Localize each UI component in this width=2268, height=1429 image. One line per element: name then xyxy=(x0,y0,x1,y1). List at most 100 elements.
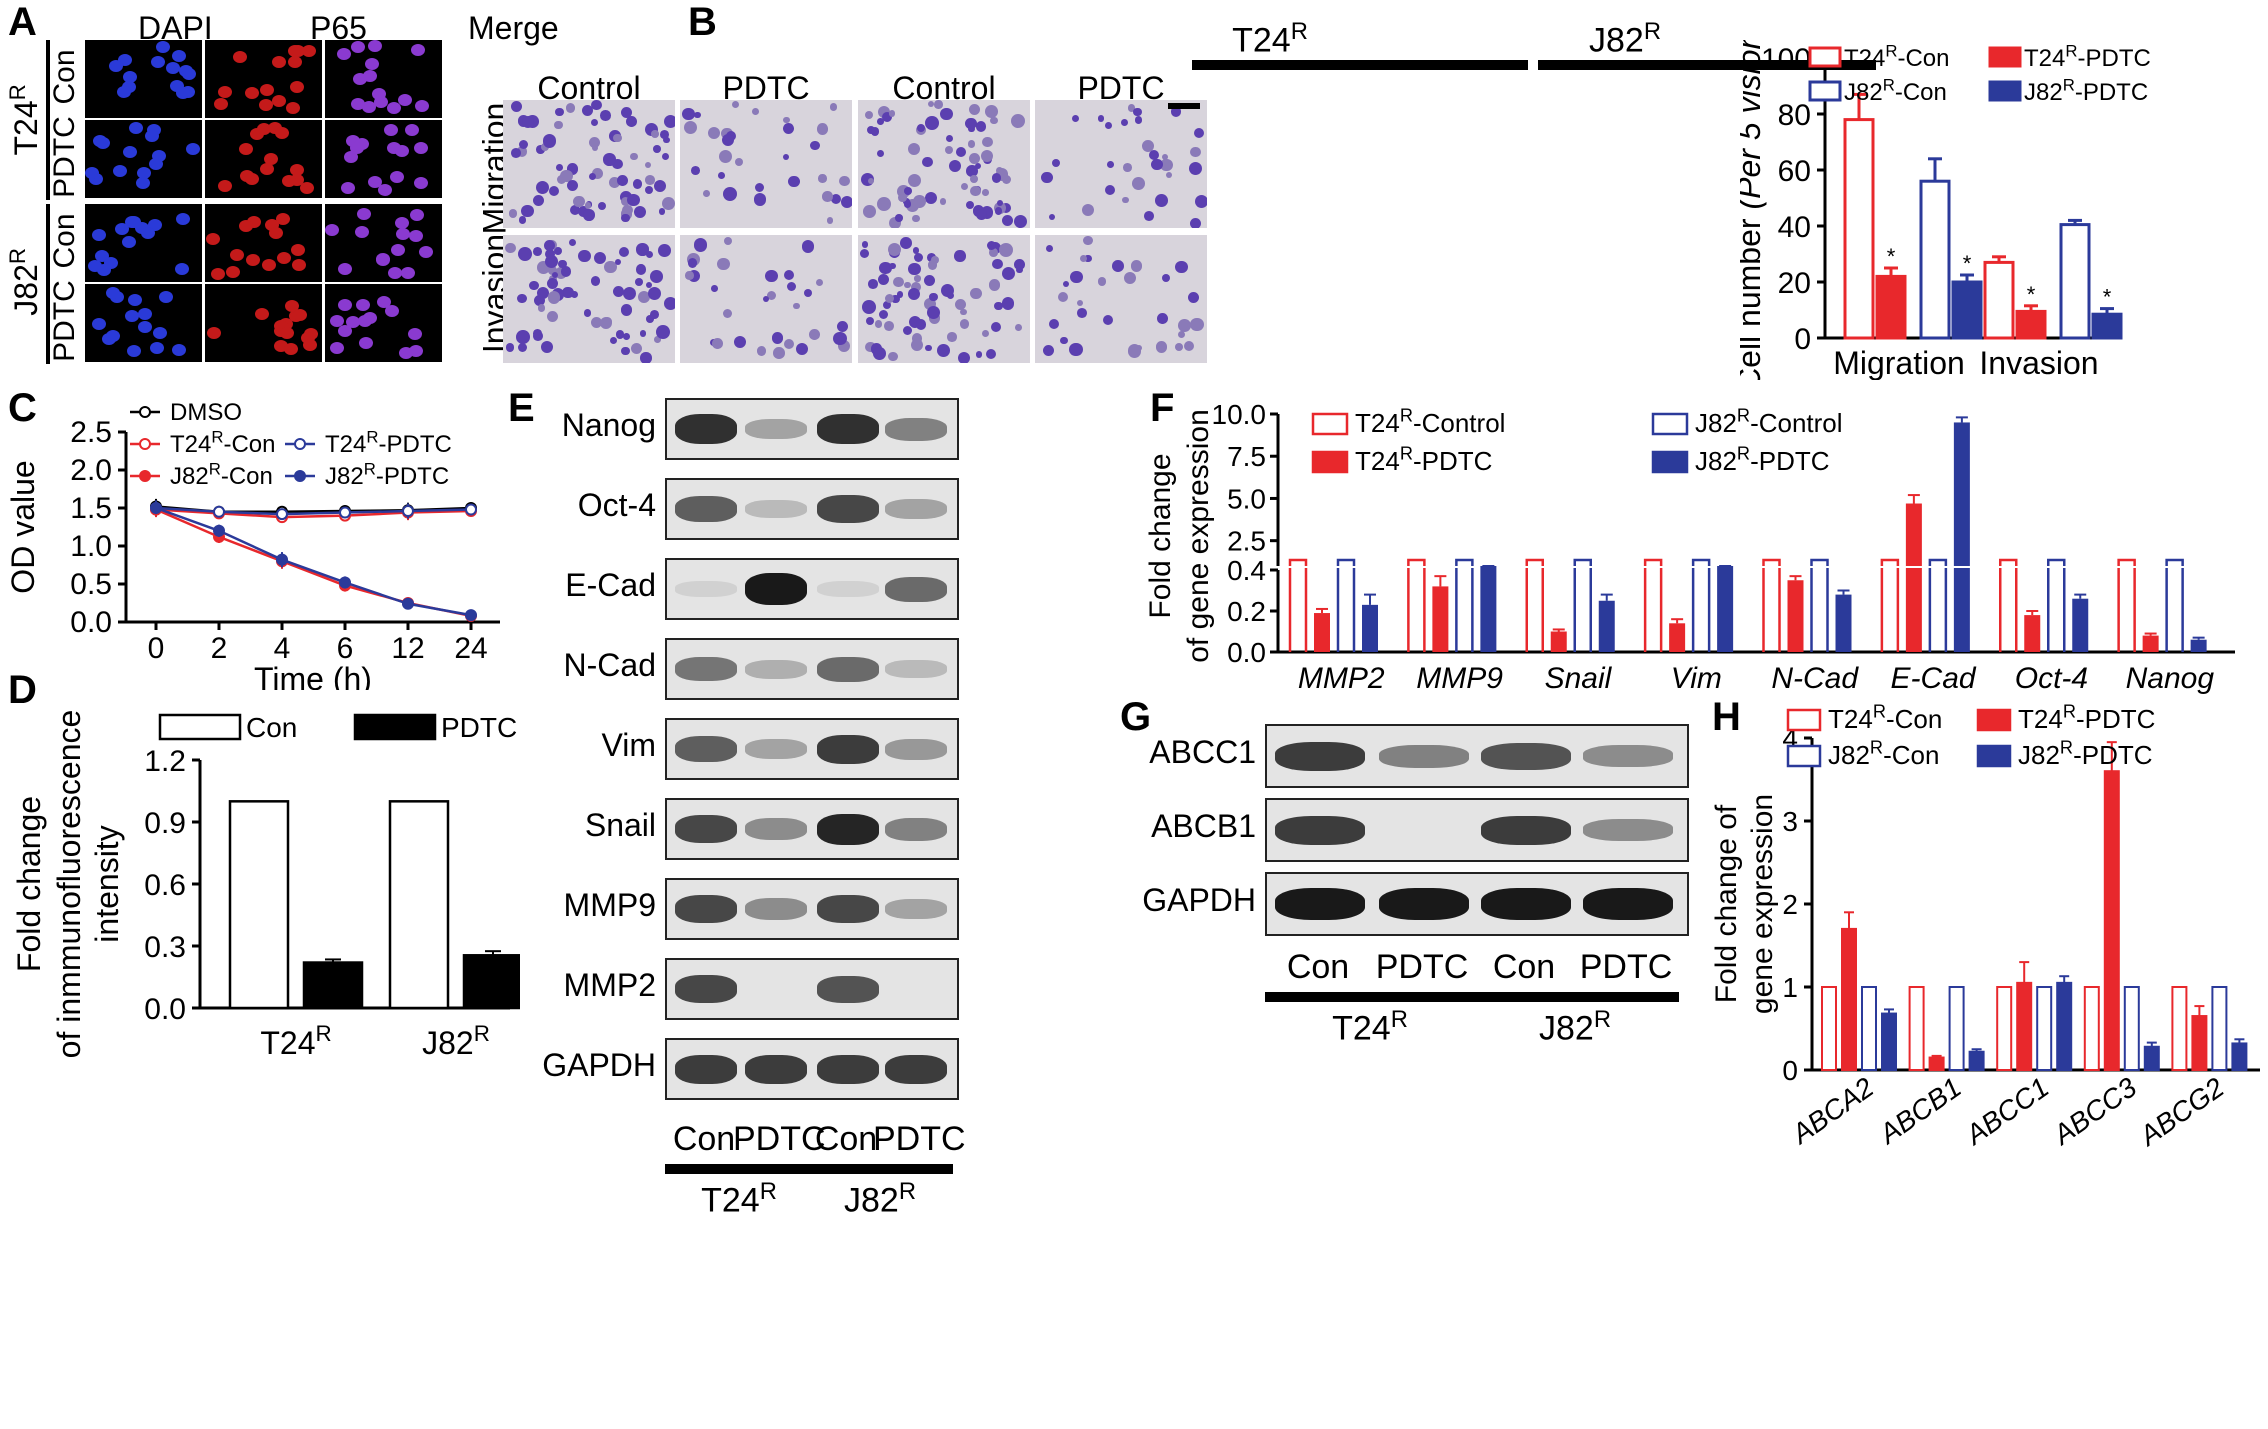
legend-label: T24R-PDTC xyxy=(2024,41,2151,72)
row-label-pdtc: PDTC xyxy=(48,280,81,362)
blot-label-n-cad: N-Cad xyxy=(563,647,656,683)
legend-swatch xyxy=(1786,744,1822,768)
blot-band xyxy=(817,656,879,682)
x-tick-label: 6 xyxy=(337,632,354,665)
blot-band xyxy=(675,975,737,1003)
group-bar xyxy=(1538,60,1876,70)
legend-label: J82R-PDTC xyxy=(1695,444,1830,476)
bar xyxy=(2083,986,2100,1071)
y-tick-label: 1.0 xyxy=(70,530,112,563)
bar xyxy=(2231,1042,2248,1072)
bar xyxy=(2056,981,2073,1072)
panel-e-western-blot: Nanog Oct-4 E-Cad N-Cad Vim Snail MMP9 MMP2 GAPD… xyxy=(520,396,1110,1416)
bar xyxy=(2015,309,2047,340)
lane-label-pdtc: PDTC xyxy=(1375,948,1469,986)
blot-band xyxy=(885,817,947,841)
bar xyxy=(1880,558,1900,566)
blot-band xyxy=(817,581,879,597)
lane-label-con: Con xyxy=(672,1120,736,1158)
data-point xyxy=(465,609,477,622)
data-point xyxy=(339,506,351,519)
bar xyxy=(388,800,450,1010)
bar xyxy=(1314,613,1330,652)
y-tick-label: 80 xyxy=(1778,99,1811,132)
bar xyxy=(1953,568,1970,652)
blot-label-nanog: Nanog xyxy=(561,407,656,443)
bar xyxy=(1643,558,1663,566)
legend-label: Con xyxy=(246,712,297,743)
bar xyxy=(1407,558,1426,566)
micrograph-dapi-pdtc-j82 xyxy=(85,284,202,362)
x-category-label: Snail xyxy=(1545,662,1613,695)
bar xyxy=(1951,280,1983,340)
blot-band xyxy=(745,739,807,759)
panel-label-f: F xyxy=(1150,386,1175,430)
blot-strip-gapdh xyxy=(1265,872,1689,936)
bar xyxy=(2024,615,2041,652)
y-tick-label: 0.2 xyxy=(1227,596,1266,627)
x-category-label: MMP9 xyxy=(1416,662,1503,695)
y-tick-label: 1 xyxy=(1782,972,1798,1003)
y-axis-label: Fold change xyxy=(11,796,47,972)
bar xyxy=(2016,981,2033,1072)
row-label-con: Con xyxy=(48,213,81,269)
y-axis-label: of gene expression xyxy=(1182,409,1215,663)
legend-marker xyxy=(294,438,306,450)
scale-bar xyxy=(618,40,668,48)
legend-swatch xyxy=(1976,708,2012,732)
bar xyxy=(1999,558,2018,566)
data-point xyxy=(213,524,225,537)
transwell-image-invasion-1 xyxy=(503,235,675,363)
data-point xyxy=(276,553,288,566)
y-tick-label: 40 xyxy=(1778,211,1811,244)
row-label-con: Con xyxy=(48,49,81,105)
transwell-image-migration-3 xyxy=(858,100,1030,228)
legend-label: T24R-PDTC xyxy=(1355,444,1492,476)
legend-swatch xyxy=(1988,80,2022,102)
transwell-image-invasion-2 xyxy=(680,235,852,363)
x-category-label: J82R xyxy=(422,1021,490,1061)
blot-strip-abcc1 xyxy=(1265,724,1689,788)
row-group-label-t24: T24R xyxy=(5,84,44,156)
y-tick-label: 2.5 xyxy=(70,416,112,449)
panel-a: DAPI P65 Merge T24R Con PDTC J82R Con PDTC xyxy=(0,0,680,380)
bar xyxy=(2211,986,2228,1071)
blot-band xyxy=(885,899,947,919)
row-group-bracket xyxy=(46,204,50,364)
group-bar xyxy=(1192,60,1528,70)
blot-band xyxy=(1379,888,1469,920)
bar xyxy=(1953,422,1970,566)
blot-band xyxy=(817,813,879,845)
micrograph-dapi-pdtc-t24 xyxy=(85,120,202,198)
blot-band xyxy=(1379,744,1469,768)
y-tick-label: 0.0 xyxy=(144,993,186,1026)
significance-star: * xyxy=(2103,285,2112,310)
y-axis-label: of inmmunofluorescence xyxy=(51,710,87,1059)
bar xyxy=(1810,558,1829,566)
blot-strip-vim xyxy=(665,718,959,780)
blot-label-vim: Vim xyxy=(601,727,656,763)
x-category-label: T24R xyxy=(260,1021,331,1061)
x-category-label: Oct-4 xyxy=(2015,662,2088,695)
y-tick-label: 2.5 xyxy=(1227,526,1266,557)
blot-label-mmp2: MMP2 xyxy=(563,967,656,1003)
series-line xyxy=(155,506,472,617)
blot-strip-snail xyxy=(665,798,959,860)
x-category-label: ABCB1 xyxy=(1872,1072,1967,1151)
blot-band xyxy=(675,736,737,762)
legend-swatch xyxy=(158,713,242,741)
bar xyxy=(2191,1015,2208,1071)
blot-band xyxy=(675,1054,737,1084)
blot-band xyxy=(745,500,807,518)
panel-label-e: E xyxy=(508,386,535,430)
lane-label-pdtc: PDTC xyxy=(873,1120,966,1158)
blot-strip-abcb1 xyxy=(1265,798,1689,862)
legend-label: J82R-PDTC xyxy=(2018,738,2153,770)
blot-band xyxy=(675,581,737,597)
micrograph-merge-con-t24 xyxy=(325,40,442,118)
y-tick-label: 0 xyxy=(1782,1055,1798,1086)
panel-g-western-blot: ABCC1 ABCB1 GAPDH Con PDTC Con PDTC T24R J82R xyxy=(1110,720,1710,1420)
x-category-label: E-Cad xyxy=(1891,662,1977,695)
bar xyxy=(1336,558,1356,566)
